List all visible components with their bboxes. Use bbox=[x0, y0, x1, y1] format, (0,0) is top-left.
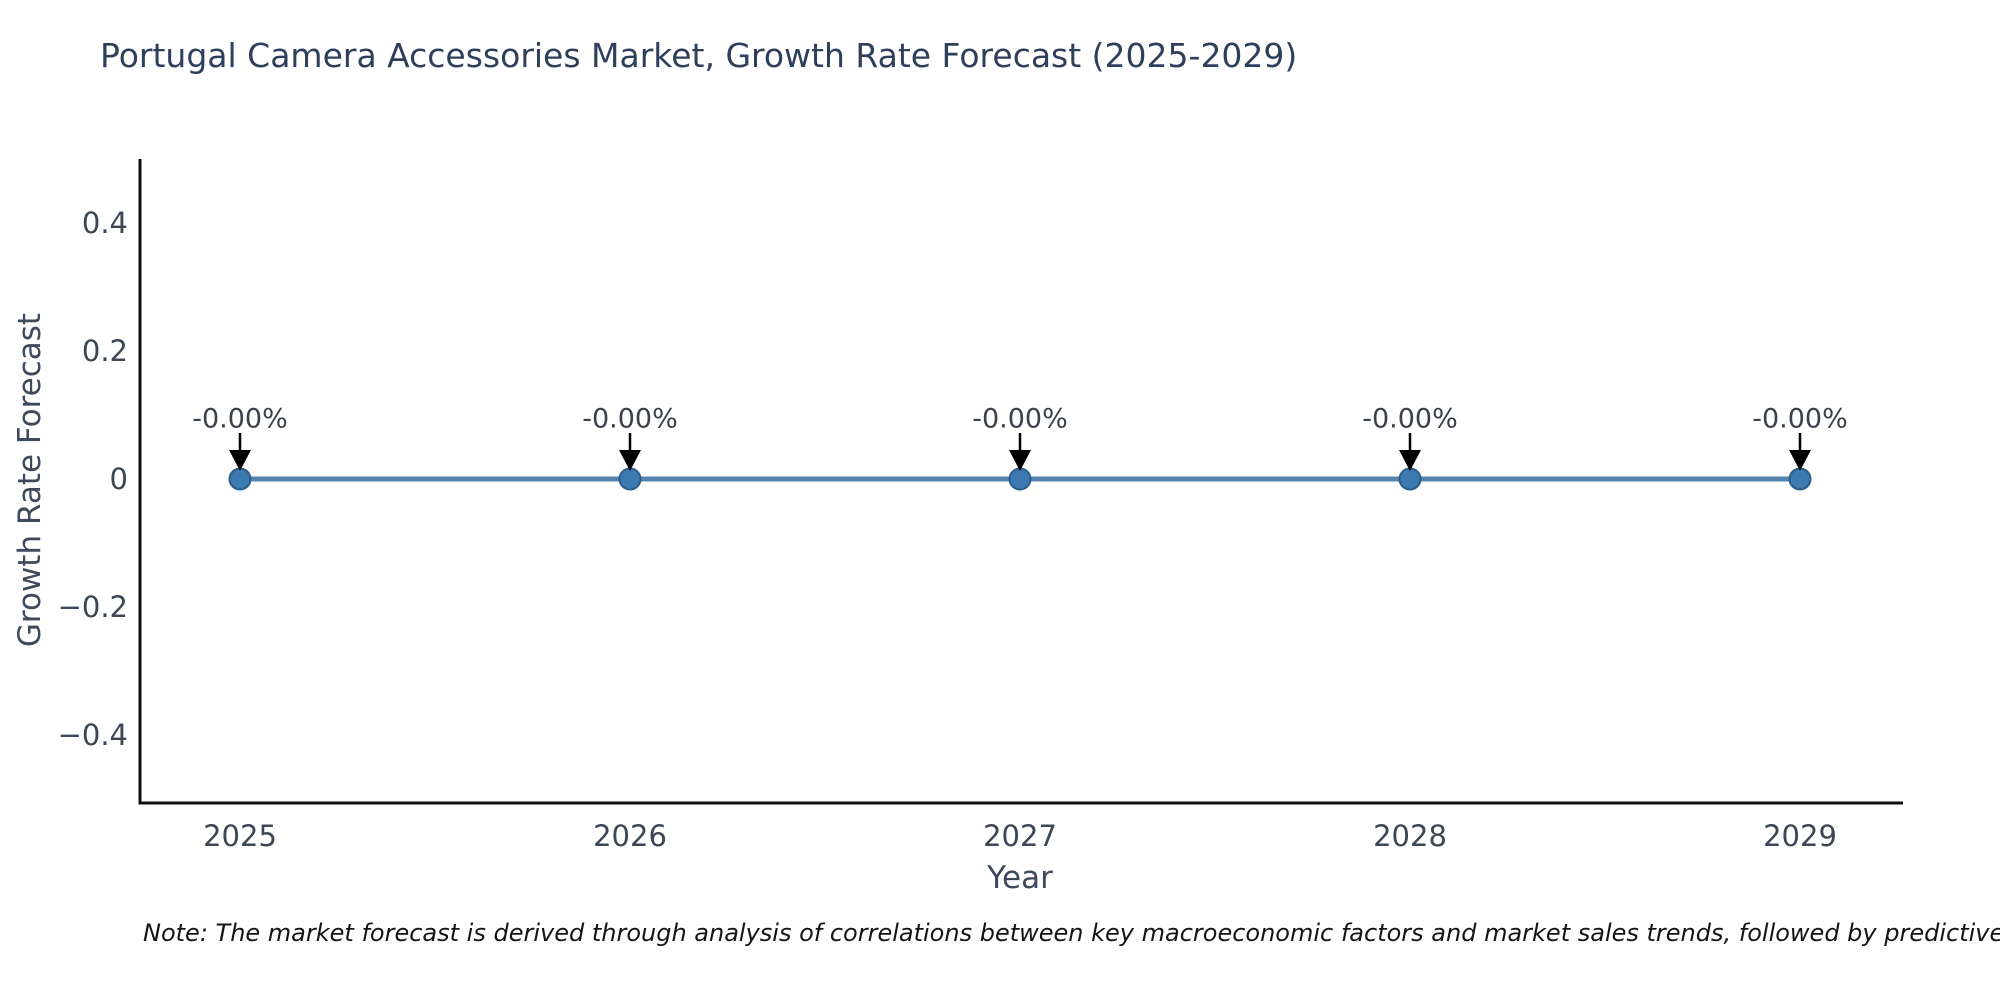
point-value-label: -0.00% bbox=[972, 403, 1068, 435]
y-tick-label: −0.2 bbox=[57, 589, 128, 624]
x-tick-label: 2029 bbox=[1763, 819, 1837, 853]
data-point-marker bbox=[618, 467, 642, 491]
x-axis-label: Year bbox=[987, 860, 1053, 896]
annotation-arrow-head bbox=[1399, 450, 1421, 471]
x-tick-label: 2025 bbox=[203, 819, 277, 853]
data-point-marker bbox=[1008, 467, 1032, 491]
annotation-arrow-head bbox=[229, 450, 251, 471]
y-tick-label: 0.2 bbox=[81, 334, 128, 369]
x-tick-label: 2026 bbox=[593, 819, 667, 853]
annotation-arrow-head bbox=[1009, 450, 1031, 471]
point-value-label: -0.00% bbox=[1362, 403, 1458, 435]
chart-title: Portugal Camera Accessories Market, Grow… bbox=[100, 36, 1298, 75]
y-tick-label: 0.4 bbox=[81, 206, 128, 241]
point-value-label: -0.00% bbox=[192, 403, 288, 435]
x-tick-label: 2028 bbox=[1373, 819, 1447, 853]
data-point-marker bbox=[1788, 467, 1812, 491]
data-point-marker bbox=[228, 467, 252, 491]
footnote: Note: The market forecast is derived thr… bbox=[143, 919, 2000, 947]
annotation-arrow-head bbox=[1789, 450, 1811, 471]
y-tick-label: 0 bbox=[109, 462, 128, 496]
point-value-label: -0.00% bbox=[1752, 403, 1848, 435]
point-value-label: -0.00% bbox=[582, 403, 678, 435]
y-tick-label: −0.4 bbox=[57, 717, 128, 752]
annotation-arrow-head bbox=[619, 450, 641, 471]
x-tick-label: 2027 bbox=[983, 819, 1057, 853]
data-point-marker bbox=[1398, 467, 1422, 491]
